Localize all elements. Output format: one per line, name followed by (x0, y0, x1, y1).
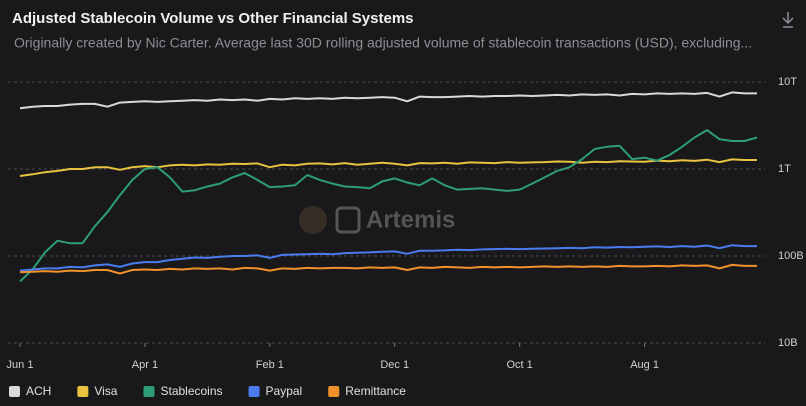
x-tick-label: Apr 1 (132, 359, 158, 371)
legend-label: Visa (94, 384, 117, 398)
y-tick-label: 10T (778, 76, 797, 88)
watermark-avatar (299, 206, 327, 234)
x-tick-label: Jun 1 (7, 359, 34, 371)
y-tick-label: 1T (778, 163, 791, 175)
series-line (19, 263, 757, 275)
series-line (19, 158, 757, 177)
y-tick-label: 10B (778, 337, 798, 349)
watermark-logo (299, 206, 361, 234)
x-tick-label: Feb 1 (256, 359, 284, 371)
download-icon[interactable] (782, 12, 794, 28)
x-tick-label: Dec 1 (380, 359, 409, 371)
legend-swatch (328, 386, 340, 397)
legend-label: Paypal (266, 384, 303, 398)
series-line (19, 244, 757, 272)
series-line (19, 129, 758, 283)
watermark: Artemis (366, 206, 455, 233)
series-line (19, 91, 757, 110)
x-tick-label: Oct 1 (507, 359, 533, 371)
legend-swatch (143, 386, 155, 397)
legend-swatch (248, 386, 260, 397)
chart-subtitle: Originally created by Nic Carter. Averag… (14, 35, 752, 51)
legend-label: ACH (26, 384, 51, 398)
y-tick-label: 100B (778, 250, 804, 262)
chart-title: Adjusted Stablecoin Volume vs Other Fina… (12, 10, 414, 27)
watermark-mark (335, 206, 361, 234)
legend-swatch (9, 386, 20, 397)
download-glyph (782, 12, 794, 28)
x-tick-label: Aug 1 (630, 359, 659, 371)
legend-swatch (77, 386, 89, 397)
legend-label: Remittance (345, 384, 406, 398)
legend-label: Stablecoins (160, 384, 222, 398)
